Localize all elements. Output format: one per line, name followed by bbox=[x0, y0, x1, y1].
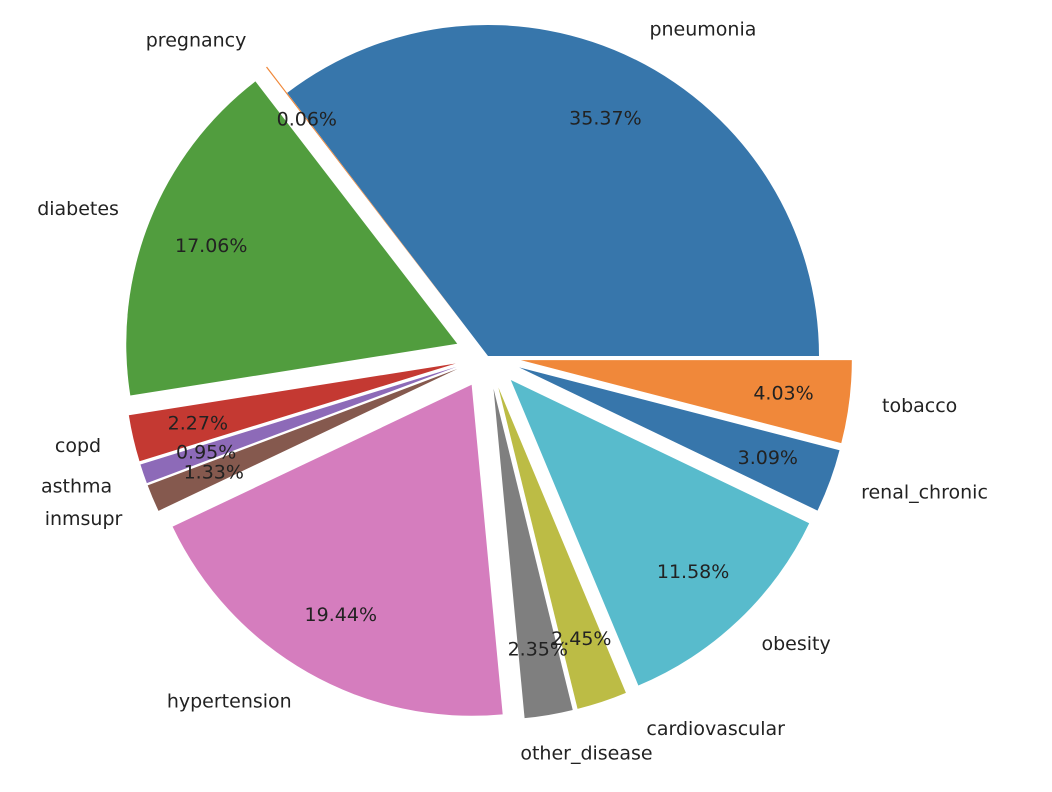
pie-slice-pneumonia bbox=[287, 25, 820, 357]
pie-slice-inmsupr bbox=[147, 368, 458, 511]
pie-slice-copd bbox=[128, 363, 456, 462]
pie-category-label: pregnancy bbox=[146, 30, 247, 52]
pie-category-label: inmsupr bbox=[45, 508, 123, 530]
pie-slice-other-disease bbox=[493, 388, 573, 719]
pie-percent-label: 11.58% bbox=[657, 561, 729, 583]
pie-category-label: pneumonia bbox=[649, 19, 756, 41]
pie-category-label: cardiovascular bbox=[646, 718, 785, 740]
pie-percent-label: 2.27% bbox=[168, 412, 228, 434]
pie-slice-cardiovascular bbox=[498, 387, 626, 709]
pie-category-label: tobacco bbox=[882, 395, 957, 417]
pie-percent-label: 35.37% bbox=[569, 108, 641, 130]
pie-percent-label: 1.33% bbox=[184, 461, 244, 483]
pie-percent-label: 17.06% bbox=[175, 235, 247, 257]
pie-percent-label: 2.45% bbox=[551, 628, 611, 650]
pie-category-label: asthma bbox=[41, 476, 112, 498]
pie-category-label: other_disease bbox=[520, 743, 652, 765]
pie-category-label: renal_chronic bbox=[861, 481, 988, 503]
pie-percent-label: 0.95% bbox=[176, 441, 236, 463]
pie-labels: 35.37% pneumonia 0.06% pregnancy 17.06% diabe… bbox=[37, 19, 988, 765]
pie-slices bbox=[126, 25, 852, 719]
pie-percent-label: 0.06% bbox=[277, 109, 337, 131]
pie-category-label: diabetes bbox=[37, 198, 119, 220]
pie-slice-tobacco bbox=[520, 360, 852, 444]
pie-category-label: copd bbox=[55, 435, 101, 457]
pie-slice-renal-chronic bbox=[519, 367, 840, 511]
pie-percent-label: 2.35% bbox=[508, 639, 568, 661]
pie-percent-label: 3.09% bbox=[738, 447, 798, 469]
pie-category-label: obesity bbox=[761, 633, 830, 655]
pie-percent-label: 19.44% bbox=[305, 604, 377, 626]
pie-percent-label: 4.03% bbox=[753, 383, 813, 405]
pie-slice-pregnancy bbox=[266, 66, 468, 330]
pie-slice-hypertension bbox=[172, 384, 503, 716]
pie-slice-obesity bbox=[510, 380, 810, 686]
pie-slice-asthma bbox=[140, 366, 457, 484]
pie-category-label: hypertension bbox=[167, 690, 292, 712]
pie-slice-diabetes bbox=[126, 81, 458, 396]
